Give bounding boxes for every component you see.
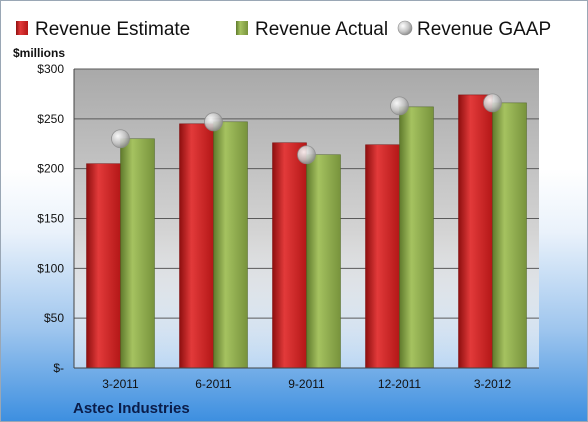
bar-revenue-estimate — [272, 142, 307, 369]
legend-label: Revenue Estimate — [35, 19, 190, 40]
legend-swatch — [16, 21, 28, 35]
y-tick-label: $100 — [37, 261, 64, 275]
y-tick-label: $50 — [44, 311, 64, 325]
legend-label: Revenue Actual — [255, 19, 388, 40]
y-tick-label: $- — [53, 361, 64, 375]
y-tick-label: $300 — [37, 62, 64, 76]
x-tick-label: 6-2011 — [195, 377, 232, 391]
company-name: Astec Industries — [73, 400, 190, 417]
bar-revenue-actual — [213, 121, 248, 369]
legend-swatch — [236, 21, 248, 35]
bars — [86, 94, 527, 369]
marker-revenue-gaap — [483, 93, 502, 113]
bar-revenue-actual — [306, 154, 341, 369]
marker-revenue-gaap — [111, 129, 130, 149]
y-tick-label: $250 — [37, 112, 64, 126]
x-tick-label: 12-2011 — [378, 377, 421, 391]
bar-revenue-actual — [120, 138, 155, 369]
marker-revenue-gaap — [390, 96, 409, 116]
legend-item: Revenue GAAP — [397, 19, 551, 40]
legend-swatch — [397, 20, 413, 36]
bar-revenue-estimate — [179, 123, 214, 369]
gaap-markers — [111, 93, 502, 165]
y-axis-unit-label: $millions — [13, 46, 65, 60]
y-tick-label: $200 — [37, 162, 64, 176]
bar-revenue-estimate — [86, 163, 121, 369]
x-tick-label: 3-2011 — [102, 377, 139, 391]
axes: $- $50 $100 $150 $200 $250 $300 3-2011 6-2011 9-2… — [37, 62, 539, 391]
bar-revenue-estimate — [365, 144, 400, 369]
bar-revenue-estimate — [458, 94, 493, 369]
bar-revenue-actual — [399, 106, 434, 369]
marker-revenue-gaap — [204, 112, 223, 132]
bar-revenue-actual — [492, 102, 527, 369]
legend-item: Revenue Actual — [236, 19, 388, 40]
x-tick-label: 3-2012 — [474, 377, 512, 391]
legend-item: Revenue Estimate — [16, 19, 190, 40]
x-tick-label: 9-2011 — [288, 377, 325, 391]
y-tick-label: $150 — [37, 212, 64, 226]
marker-revenue-gaap — [297, 145, 316, 165]
legend-label: Revenue GAAP — [417, 19, 551, 40]
legend: Revenue Estimate Revenue Actual Revenue GA… — [16, 19, 551, 40]
